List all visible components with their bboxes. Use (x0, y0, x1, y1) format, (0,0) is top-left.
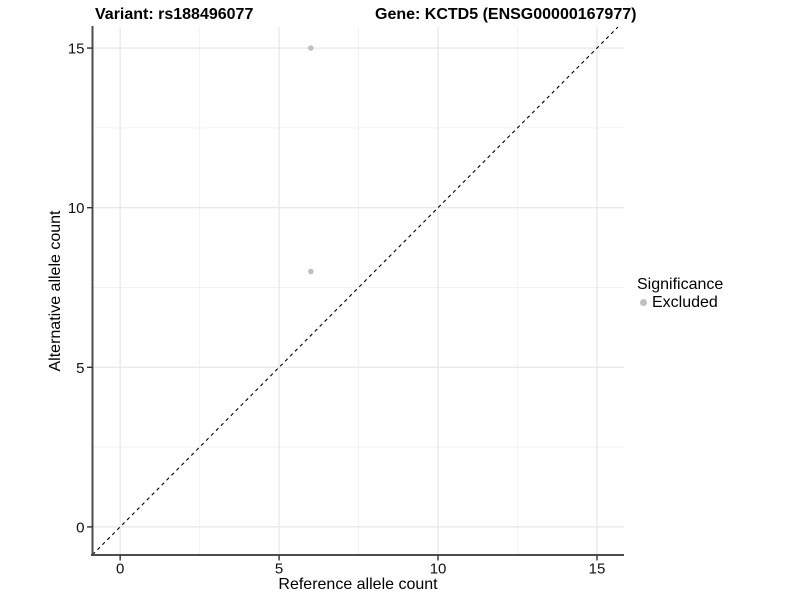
tick-label: 10 (430, 561, 447, 578)
grid-minor (92, 27, 624, 555)
y-axis-title: Alternative allele count (47, 210, 64, 372)
identity-line (92, 26, 619, 556)
tick-label: 5 (275, 561, 283, 578)
legend-item-label: Excluded (652, 294, 718, 311)
data-point (308, 268, 314, 275)
tick-label: 5 (76, 360, 84, 377)
legend-item-excluded: Excluded (637, 294, 723, 311)
tick-label: 15 (589, 561, 606, 578)
tick-label: 0 (76, 519, 84, 536)
legend: Significance Excluded (637, 276, 723, 311)
legend-title: Significance (637, 276, 724, 293)
tick-label: 0 (116, 561, 124, 578)
data-point (308, 45, 314, 51)
x-axis: 0 5 10 15 (91, 554, 624, 578)
y-axis: 0 5 10 15 (68, 26, 94, 556)
plot-title-gene: Gene: KCTD5 (ENSG00000167977) (375, 6, 637, 23)
legend-point-icon (640, 299, 647, 306)
data-points (308, 45, 314, 275)
tick-label: 10 (68, 200, 85, 217)
tick-label: 15 (68, 41, 85, 58)
grid-major (92, 27, 624, 555)
plot-title-variant: Variant: rs188496077 (95, 6, 254, 23)
x-axis-title: Reference allele count (278, 576, 438, 593)
